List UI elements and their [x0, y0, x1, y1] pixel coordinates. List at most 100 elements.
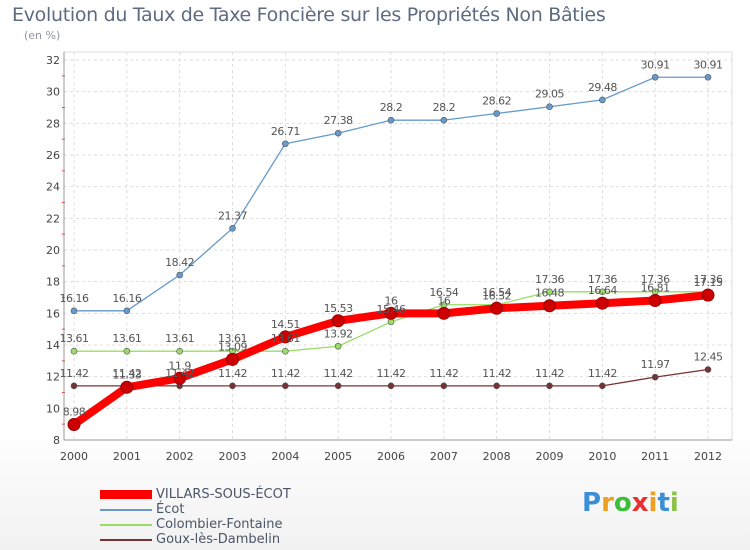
legend-swatch-colombier	[100, 524, 152, 526]
data-point	[120, 380, 134, 394]
data-point	[387, 382, 395, 390]
data-point	[543, 299, 556, 313]
data-point	[546, 288, 553, 296]
data-label: 11.42	[482, 367, 511, 380]
data-point	[701, 288, 715, 302]
data-label: 27.38	[324, 114, 353, 127]
data-label: 11.42	[588, 367, 617, 380]
logo-letter: P	[582, 488, 602, 518]
data-point	[440, 116, 448, 124]
data-point	[599, 288, 606, 296]
x-tick-label: 2009	[536, 450, 564, 463]
data-point	[70, 382, 78, 390]
data-point	[704, 366, 712, 373]
data-label: 11.33	[112, 368, 141, 381]
data-point	[67, 417, 81, 431]
data-label: 11.42	[218, 367, 247, 380]
y-tick-label: 30	[46, 86, 60, 99]
y-tick-label: 32	[46, 54, 60, 67]
data-point	[387, 116, 395, 124]
legend-swatch-goux	[100, 539, 152, 541]
data-point	[384, 306, 398, 320]
data-point	[595, 296, 609, 310]
legend-label-colombier: Colombier-Fontaine	[156, 517, 283, 532]
data-label: 17.36	[588, 273, 617, 286]
data-label: 21.37	[218, 209, 247, 222]
data-point	[599, 382, 606, 390]
data-point	[493, 382, 500, 390]
y-tick-label: 26	[46, 149, 60, 162]
data-label: 15.53	[324, 302, 353, 315]
data-label: 16.48	[535, 287, 564, 300]
data-label: 11.42	[324, 367, 353, 380]
data-label: 16.64	[588, 284, 617, 297]
proxiti-logo: Proxiti	[582, 488, 679, 518]
logo-letter: t	[657, 488, 670, 518]
chart-title: Evolution du Taux de Taxe Foncière sur l…	[12, 4, 606, 26]
data-label: 16	[437, 294, 450, 307]
data-label: 17.36	[641, 273, 670, 286]
data-point	[278, 330, 292, 344]
data-point	[173, 371, 187, 385]
data-label: 13.61	[271, 332, 300, 345]
data-label: 16.81	[641, 282, 670, 295]
x-tick-label: 2004	[271, 450, 299, 463]
data-point	[546, 103, 553, 111]
data-label: 15.46	[377, 303, 406, 316]
data-point	[651, 73, 659, 81]
data-label: 16.54	[429, 286, 458, 299]
data-point	[123, 307, 131, 315]
data-label: 8.98	[63, 405, 86, 418]
x-tick-label: 2001	[113, 450, 141, 463]
data-label: 17.15	[694, 276, 723, 289]
data-label: 13.61	[218, 332, 247, 345]
y-tick-label: 28	[46, 117, 60, 130]
data-label: 11.42	[271, 367, 300, 380]
data-label: 13.61	[165, 332, 194, 345]
data-point	[704, 73, 712, 81]
data-point	[282, 347, 289, 355]
data-point	[282, 140, 289, 148]
y-tick-label: 16	[46, 307, 60, 320]
data-label: 16.54	[482, 286, 511, 299]
y-tick-label: 8	[53, 434, 60, 447]
x-tick-label: 2000	[60, 450, 88, 463]
data-point	[229, 382, 236, 390]
data-label: 17.36	[694, 273, 723, 286]
logo-letter: x	[631, 488, 649, 518]
logo-letter: i	[669, 488, 679, 518]
data-point	[229, 225, 236, 232]
data-label: 11.42	[60, 367, 89, 380]
data-label: 13.61	[60, 332, 89, 345]
data-label: 28.2	[433, 101, 456, 114]
logo-letter: r	[601, 488, 614, 518]
data-label: 11.42	[377, 367, 406, 380]
x-tick-label: 2007	[430, 450, 458, 463]
data-label: 12.45	[694, 351, 723, 364]
data-label: 14.51	[271, 318, 300, 331]
data-point	[70, 347, 78, 355]
data-label: 28.62	[482, 95, 511, 108]
data-label: 13.09	[218, 340, 247, 353]
data-label: 13.61	[112, 332, 141, 345]
data-point	[493, 110, 500, 117]
data-point	[437, 306, 451, 320]
data-point	[334, 382, 342, 390]
data-point	[334, 342, 342, 350]
x-tick-label: 2002	[166, 450, 194, 463]
data-point	[70, 307, 78, 315]
data-label: 26.71	[271, 125, 300, 138]
x-tick-label: 2010	[588, 450, 616, 463]
data-point	[282, 382, 289, 390]
data-label: 13.92	[324, 327, 353, 340]
legend-label-villars: VILLARS-SOUS-ÉCOT	[156, 487, 291, 502]
data-label: 29.48	[588, 81, 617, 94]
data-label: 17.36	[535, 273, 564, 286]
data-point	[546, 382, 553, 390]
data-label: 16	[385, 294, 398, 307]
data-point	[176, 271, 183, 279]
data-label: 30.91	[694, 58, 723, 71]
x-tick-label: 2003	[219, 450, 247, 463]
logo-letter: o	[613, 488, 632, 518]
